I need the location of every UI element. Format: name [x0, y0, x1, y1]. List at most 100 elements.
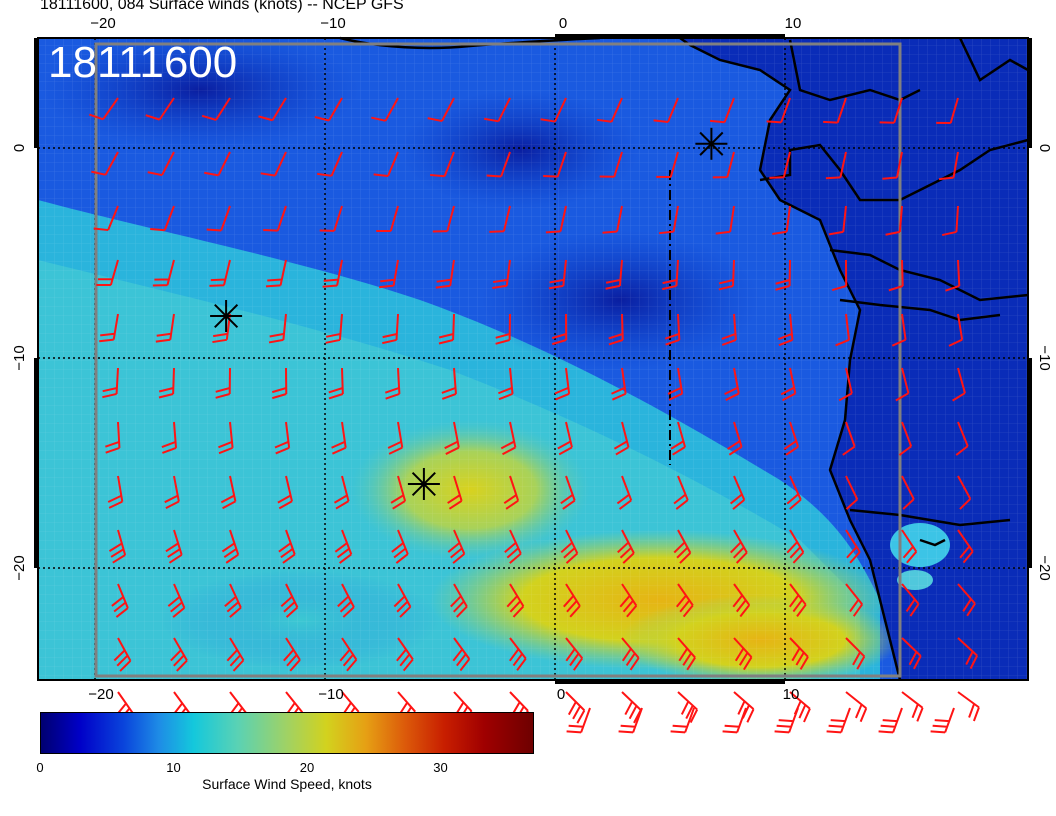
wind-barb — [560, 529, 579, 564]
wind-barb — [155, 313, 175, 343]
wind-barb — [788, 583, 807, 617]
wind-barb — [670, 707, 695, 734]
wind-barb — [218, 421, 234, 455]
wind-barb — [540, 97, 567, 123]
markers — [210, 127, 728, 500]
lat-tick-label-right: −10 — [1036, 345, 1053, 370]
wind-barb — [730, 475, 746, 510]
wind-barb — [280, 583, 299, 618]
wind-barb — [164, 475, 180, 509]
wind-barb — [509, 637, 527, 671]
wind-barb — [775, 259, 791, 291]
wind-barb — [447, 529, 466, 564]
wind-barb — [384, 367, 401, 400]
wind-barb — [96, 259, 119, 287]
wind-barb — [489, 205, 511, 233]
wind-barb — [447, 475, 463, 510]
lon-tick-label-top: 10 — [785, 15, 802, 32]
wind-barb — [826, 707, 851, 734]
wind-barb — [206, 205, 231, 232]
marker-2 — [407, 468, 440, 500]
wind-barb — [167, 583, 186, 618]
lon-tick-label-top: −10 — [320, 15, 345, 32]
wind-barb — [382, 313, 399, 345]
wind-barb — [901, 691, 924, 722]
frame-bar — [1027, 358, 1032, 568]
colorbar-tick-label: 20 — [299, 760, 315, 775]
wind-barb — [452, 637, 471, 672]
inner-frame — [94, 42, 902, 678]
colorbar-label: Surface Wind Speed, knots — [202, 776, 372, 792]
wind-barb — [823, 97, 847, 124]
wind-barb — [712, 151, 735, 179]
wind-barb — [435, 259, 455, 289]
wind-barb — [733, 691, 755, 723]
frame-bar — [34, 358, 39, 568]
wind-barb — [376, 205, 399, 232]
wind-barb — [563, 583, 581, 618]
wind-barb — [885, 205, 903, 236]
wind-field — [38, 38, 1028, 680]
wind-barb — [271, 367, 288, 400]
wind-barb — [727, 421, 743, 456]
wind-barb — [325, 313, 343, 344]
colorbar: 0 10 20 30 Surface Wind Speed, knots — [36, 712, 534, 792]
wind-barb — [772, 205, 791, 235]
wind-barb — [543, 151, 567, 178]
wind-barb — [105, 421, 121, 454]
wind-barb — [209, 259, 231, 287]
wind-barb — [268, 313, 287, 344]
wind-barb — [786, 475, 802, 510]
wind-barb — [396, 637, 414, 672]
wind-barb — [783, 421, 800, 456]
wind-barb — [427, 97, 455, 123]
wind-barb — [545, 205, 567, 234]
wind-barb — [656, 151, 679, 178]
wind-barb — [314, 97, 343, 122]
wind-barb — [941, 205, 959, 237]
wind-barb — [677, 637, 696, 671]
wind-barb — [220, 475, 237, 510]
lat-tick-label-left: −20 — [11, 555, 28, 580]
wind-barb — [901, 583, 920, 617]
lon-tick-label-bottom: 0 — [557, 686, 565, 703]
colorbar-tick-label: 30 — [433, 760, 448, 775]
wind-barb — [898, 421, 913, 456]
wind-barb — [769, 151, 791, 179]
wind-barb — [506, 583, 525, 618]
wind-barb — [891, 313, 907, 347]
wind-barb — [936, 97, 959, 124]
wind-barb — [838, 367, 853, 402]
wind-barb — [486, 151, 511, 178]
wind-barb — [147, 151, 175, 177]
wind-barb — [613, 421, 630, 456]
wind-barb — [718, 259, 735, 291]
wind-barb — [260, 151, 287, 177]
wind-barb — [226, 637, 245, 672]
wind-barbs — [88, 97, 980, 734]
wind-barb — [113, 637, 132, 672]
wind-barb — [845, 691, 868, 723]
wind-barb — [596, 97, 623, 123]
wind-barb — [438, 313, 455, 345]
graticule — [38, 38, 1028, 680]
marker-1 — [210, 300, 243, 332]
wind-barb — [828, 205, 847, 236]
wind-barb — [339, 637, 358, 672]
wind-barb — [441, 367, 457, 400]
colorbar-gradient — [40, 712, 534, 754]
wind-barb — [158, 367, 175, 399]
wind-barb — [930, 707, 955, 734]
wind-barb — [730, 529, 748, 564]
wind-barb — [825, 151, 847, 180]
wind-barb — [721, 313, 737, 346]
lon-tick-label-bottom: −10 — [318, 686, 343, 703]
wind-barb — [503, 475, 520, 510]
wind-barb — [504, 529, 522, 564]
wind-barb — [495, 313, 511, 345]
wind-barb — [500, 421, 517, 456]
wind-barb — [566, 707, 591, 734]
wind-barb — [371, 97, 399, 122]
wind-barb — [599, 151, 623, 178]
wind-barb — [548, 259, 567, 290]
